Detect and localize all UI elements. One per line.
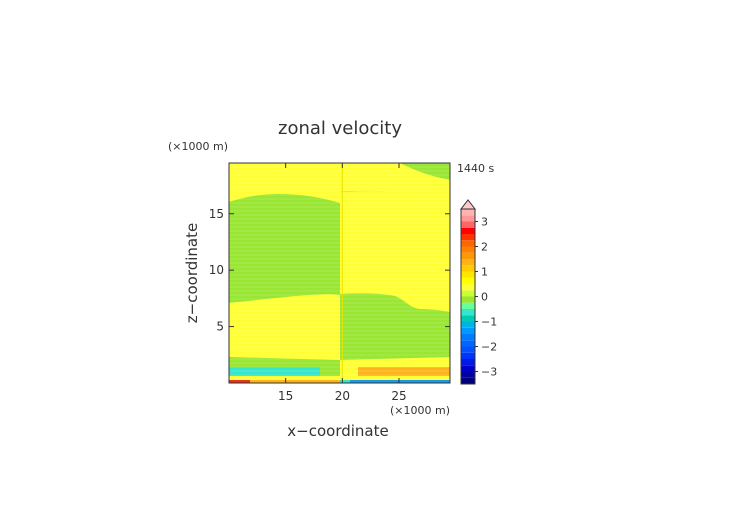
colorbar-tick-label: 0 bbox=[481, 291, 488, 304]
x-axis: 15 20 25 bbox=[278, 163, 407, 403]
colorbar-level bbox=[461, 265, 475, 272]
horizontal-grid bbox=[229, 163, 450, 383]
colorbar-level bbox=[461, 371, 475, 378]
colorbar-level bbox=[461, 296, 475, 303]
time-label: 1440 s bbox=[457, 162, 494, 175]
plot-frame bbox=[228, 162, 451, 384]
colorbar-level bbox=[461, 346, 475, 353]
colorbar-level bbox=[461, 234, 475, 241]
heatmap-field bbox=[229, 163, 450, 383]
y-axis: 5 10 15 bbox=[209, 207, 450, 334]
field-region bbox=[358, 367, 450, 376]
colorbar-extend-arrow bbox=[459, 199, 477, 210]
colorbar-level bbox=[461, 277, 475, 284]
colorbar-level bbox=[461, 334, 475, 341]
colorbar-tick-label: 3 bbox=[481, 216, 488, 229]
colorbar-level bbox=[461, 221, 475, 228]
y-tick-label: 10 bbox=[209, 263, 224, 277]
colorbar-level bbox=[461, 321, 475, 328]
x-axis-title: x−coordinate bbox=[287, 422, 388, 440]
y-tick-label: 15 bbox=[209, 207, 224, 221]
colorbar-level bbox=[461, 327, 475, 334]
colorbar-level bbox=[461, 227, 475, 234]
colorbar-tick-label: −1 bbox=[481, 316, 497, 329]
y-axis-title: z−coordinate bbox=[183, 223, 201, 323]
colorbar-tick-label: −2 bbox=[481, 341, 497, 354]
field-region bbox=[340, 191, 450, 312]
field-region bbox=[229, 380, 340, 383]
colorbar-level bbox=[461, 309, 475, 316]
y-unit-label: (×1000 m) bbox=[168, 140, 228, 153]
colorbar-tick-label: −3 bbox=[481, 366, 497, 379]
colorbar-level bbox=[461, 246, 475, 253]
colorbar-level bbox=[461, 377, 475, 384]
colorbar-level bbox=[461, 365, 475, 372]
colorbar: 3 2 1 0 −1 −2 −3 bbox=[459, 199, 497, 385]
colorbar-level bbox=[461, 302, 475, 309]
field-region bbox=[340, 380, 450, 383]
y-tick-label: 5 bbox=[216, 320, 224, 334]
colorbar-level bbox=[461, 271, 475, 278]
x-tick-label: 15 bbox=[278, 389, 293, 403]
colorbar-level bbox=[461, 209, 475, 216]
colorbar-level bbox=[461, 259, 475, 266]
x-tick-label: 25 bbox=[391, 389, 406, 403]
field-region bbox=[229, 380, 250, 383]
colorbar-level bbox=[461, 240, 475, 247]
colorbar-level bbox=[461, 359, 475, 366]
colorbar-tick-label: 1 bbox=[481, 266, 488, 279]
x-tick-label: 20 bbox=[335, 389, 350, 403]
colorbar-level bbox=[461, 340, 475, 347]
x-unit-label: (×1000 m) bbox=[390, 404, 450, 417]
colorbar-level bbox=[461, 215, 475, 222]
colorbar-level bbox=[461, 252, 475, 259]
colorbar-level bbox=[461, 352, 475, 359]
colorbar-tick-label: 2 bbox=[481, 241, 488, 254]
field-region bbox=[340, 163, 450, 203]
colorbar-level bbox=[461, 315, 475, 322]
field-region bbox=[229, 163, 340, 203]
field-region bbox=[229, 367, 320, 376]
field-region bbox=[229, 294, 340, 360]
colorbar-level bbox=[461, 290, 475, 297]
colorbar-level bbox=[461, 284, 475, 291]
chart-title: zonal velocity bbox=[278, 118, 402, 139]
